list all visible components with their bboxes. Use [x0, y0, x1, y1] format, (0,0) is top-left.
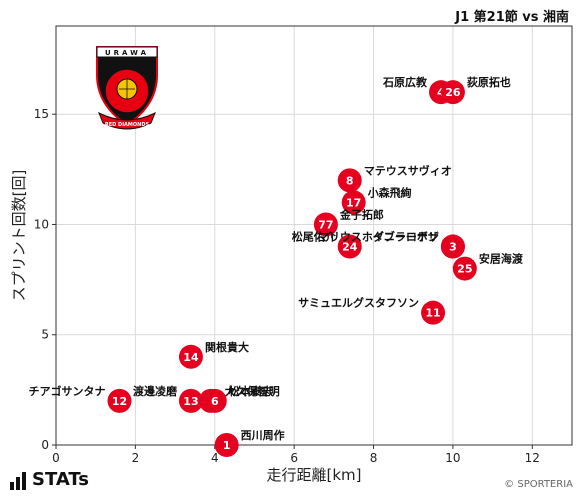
point-marker [202, 388, 227, 413]
point-player-name: サミュエルグスタフソン [298, 296, 419, 310]
point-player-name: 西川周作 [241, 428, 285, 442]
point-marker [337, 168, 362, 193]
plot-frame [55, 25, 573, 446]
point-marker [178, 344, 203, 369]
point-number: 12 [112, 395, 127, 408]
point-number: 11 [425, 307, 440, 320]
point-marker [313, 212, 338, 237]
point-player-name: 金子拓郎 [339, 207, 384, 221]
point-player-name: マリウスホイブラーテン [318, 230, 439, 244]
point-player-name: 関根貴大 [205, 340, 249, 354]
point-number: 6 [211, 395, 219, 408]
y-tick-label: 15 [34, 107, 49, 121]
emblem-bottom-text: RED DIAMONDS [105, 122, 150, 128]
point-marker [214, 433, 239, 457]
data-point-14: 14 関根貴大 [178, 340, 249, 369]
point-marker [440, 80, 465, 105]
brand-name: STATs [32, 469, 89, 490]
point-player-name: 大久保智明 [225, 384, 280, 398]
point-number: 3 [449, 241, 457, 254]
data-point-3: 3 マリウスホイブラーテン [318, 230, 465, 259]
y-tick-label: 5 [41, 328, 49, 342]
point-marker [341, 190, 366, 215]
point-number: 25 [457, 263, 472, 276]
x-tick-label: 4 [211, 451, 219, 465]
stats-brand-logo: STATs [10, 469, 89, 490]
data-point-1: 1 西川周作 [214, 428, 285, 457]
data-point-77: 77 金子拓郎 [313, 207, 384, 237]
point-player-name: マテウスサヴィオ [364, 163, 452, 177]
x-tick-label: 8 [370, 451, 378, 465]
data-point-24: 24 松尾佑介 [292, 230, 362, 259]
x-tick-label: 12 [525, 451, 540, 465]
data-point-25: 25 安居海渡 [452, 252, 524, 281]
data-point-11: 11 サミュエルグスタフソン [298, 296, 446, 325]
point-player-name: ダニーロボザ [373, 230, 439, 244]
match-title: J1 第21節 vs 湘南 [455, 10, 569, 25]
point-number: 17 [346, 196, 361, 209]
emblem-ribbon [98, 111, 156, 130]
urawa-reds-emblem-icon: URAWA RED DIAMONDS [96, 46, 158, 130]
point-number: 8 [346, 174, 354, 187]
y-tick-label: 10 [34, 217, 49, 231]
point-number: 1 [223, 439, 231, 452]
data-point-13: 13 渡邊凌磨 [133, 384, 203, 413]
point-player-name: 小森飛絢 [367, 185, 412, 199]
x-tick-label: 2 [132, 451, 140, 465]
x-tick-label: 6 [290, 451, 298, 465]
point-player-name: 荻原拓也 [467, 75, 511, 89]
y-axis-title: スプリント回数[回] [10, 170, 28, 302]
point-number: 24 [342, 241, 358, 254]
data-point-17: 17 小森飛絢 [341, 185, 412, 215]
point-marker [421, 300, 446, 325]
data-point-8: 8 マテウスサヴィオ [337, 163, 452, 193]
point-player-name: 渡邊凌磨 [133, 384, 178, 398]
emblem-top-text: URAWA [105, 49, 149, 57]
x-tick-label: 0 [52, 451, 60, 465]
data-point-12: 12 チアゴサンタナ [29, 384, 132, 413]
point-number: 77 [318, 218, 333, 231]
point-marker [337, 234, 362, 259]
point-marker [440, 234, 465, 259]
bar-logo-icon [10, 472, 26, 490]
point-marker [178, 388, 203, 413]
data-point-6: 6 松本泰志 [202, 384, 273, 413]
x-tick-label: 10 [445, 451, 460, 465]
emblem-top-band [96, 46, 158, 58]
point-number: 13 [183, 395, 198, 408]
point-player-name: 松本泰志 [229, 384, 273, 398]
football-seams [119, 79, 135, 99]
point-marker [107, 388, 132, 413]
point-player-name: 安居海渡 [479, 252, 524, 266]
point-player-name: 石原広教 [382, 75, 428, 89]
point-player-name: チアゴサンタナ [29, 384, 106, 398]
x-axis-title: 走行距離[km] [266, 466, 361, 484]
point-player-name: 松尾佑介 [292, 230, 337, 244]
y-tick-label: 0 [41, 438, 49, 452]
data-point-26: 26 荻原拓也 [440, 75, 511, 105]
point-marker [452, 256, 477, 281]
data-points: 4石原広教26荻原拓也8マテウスサヴィオ17小森飛絢77金子拓郎24松尾佑介5ダ… [29, 75, 524, 457]
point-number: 26 [445, 86, 461, 99]
point-number: 14 [183, 351, 199, 364]
copyright-text: © SPORTERIA [504, 479, 573, 490]
